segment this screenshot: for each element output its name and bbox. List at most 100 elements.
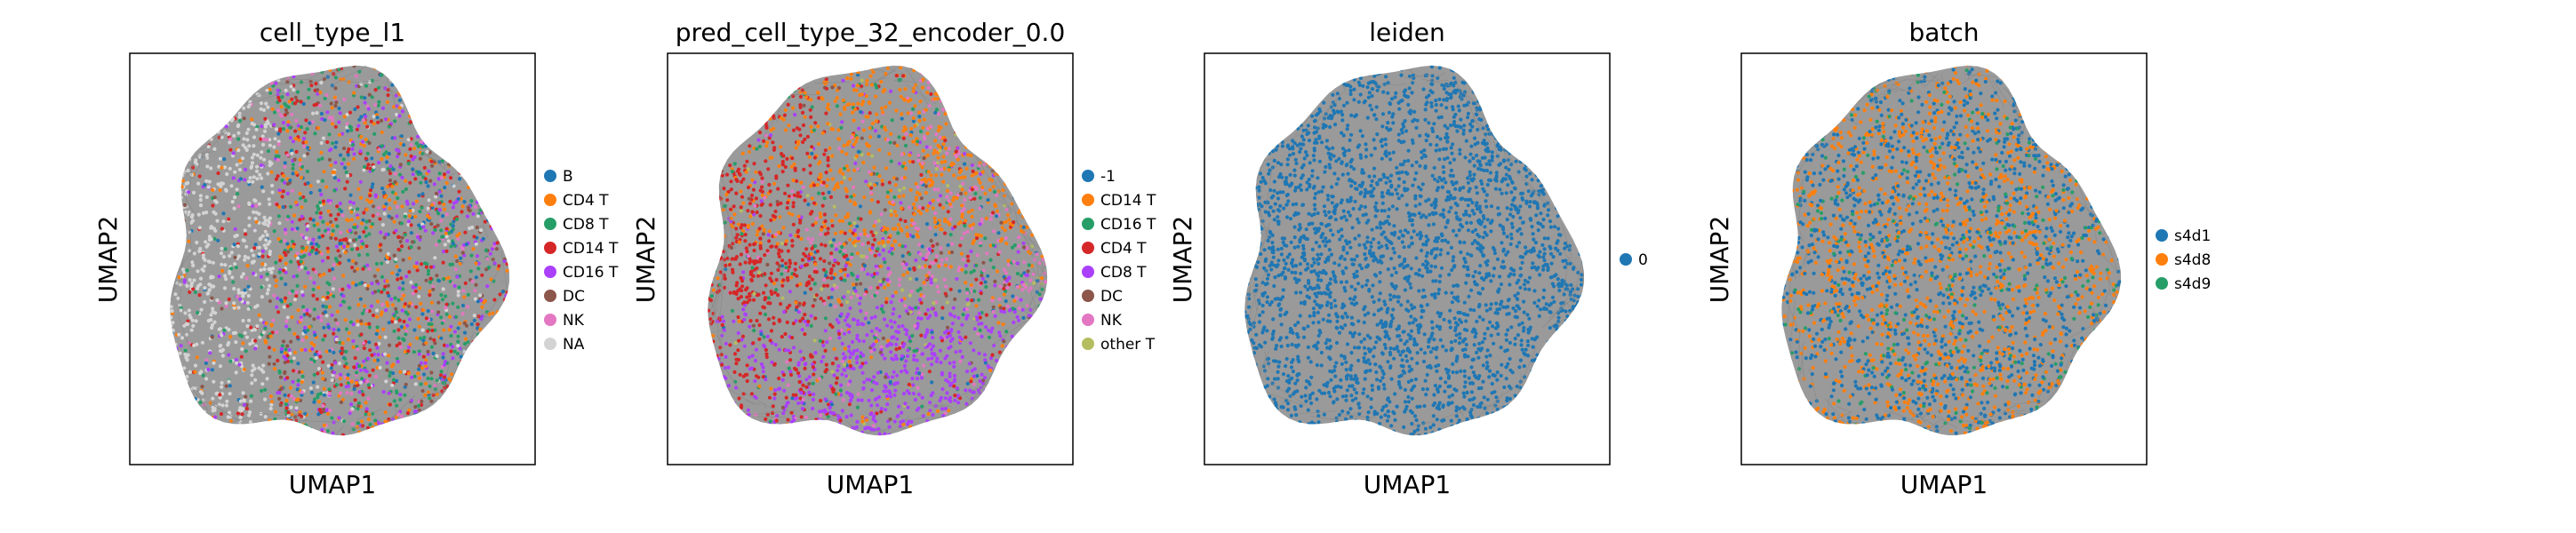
scatter-point <box>170 315 172 320</box>
scatter-point <box>330 416 334 420</box>
scatter-point <box>435 274 439 278</box>
scatter-point <box>812 155 818 160</box>
scatter-point <box>276 95 281 99</box>
scatter-point <box>938 398 942 403</box>
scatter-point <box>309 357 314 362</box>
scatter-point <box>824 362 828 367</box>
scatter-point <box>728 290 732 295</box>
scatter-point <box>787 348 791 353</box>
scatter-point <box>238 177 244 181</box>
scatter-point <box>212 361 216 365</box>
scatter-point <box>300 318 304 322</box>
scatter-point <box>925 131 930 136</box>
scatter-point <box>397 98 402 103</box>
scatter-point <box>228 410 232 415</box>
scatter-point <box>781 226 786 230</box>
scatter-point <box>862 264 868 268</box>
scatter-point <box>376 120 380 124</box>
scatter-point <box>416 316 420 322</box>
scatter-point <box>820 191 826 195</box>
scatter-point <box>420 402 424 407</box>
scatter-point <box>826 163 830 168</box>
scatter-point <box>928 226 932 230</box>
scatter-point <box>913 397 917 402</box>
scatter-point <box>993 283 997 288</box>
scatter-point <box>352 238 356 243</box>
scatter-point <box>361 139 365 144</box>
scatter-point <box>380 187 385 191</box>
scatter-point <box>416 144 420 148</box>
scatter-point <box>871 342 876 346</box>
scatter-point <box>303 266 308 271</box>
scatter-point <box>437 201 442 205</box>
scatter-point <box>427 169 431 173</box>
scatter-point <box>366 383 371 387</box>
scatter-point <box>253 378 258 382</box>
scatter-point <box>375 325 380 330</box>
scatter-point <box>284 104 289 108</box>
scatter-point <box>291 139 296 144</box>
scatter-point <box>300 214 304 219</box>
scatter-point <box>188 278 192 282</box>
scatter-point <box>418 210 422 214</box>
scatter-point <box>323 118 327 123</box>
scatter-point <box>865 83 869 87</box>
scatter-point <box>317 201 323 205</box>
scatter-point <box>332 350 336 354</box>
scatter-point <box>364 207 369 211</box>
scatter-point <box>363 121 367 125</box>
scatter-point <box>900 323 905 329</box>
scatter-point <box>368 348 372 353</box>
scatter-point <box>724 263 728 267</box>
scatter-point <box>228 166 232 171</box>
scatter-point <box>833 304 837 309</box>
scatter-point <box>789 275 794 280</box>
scatter-point <box>337 207 342 211</box>
scatter-point <box>810 196 814 201</box>
scatter-point <box>872 414 876 418</box>
scatter-point <box>476 214 480 219</box>
scatter-point <box>868 211 873 215</box>
scatter-point <box>426 213 430 218</box>
scatter-point <box>904 309 909 314</box>
scatter-point <box>332 331 336 336</box>
scatter-point <box>207 235 212 239</box>
scatter-point <box>884 375 888 379</box>
scatter-point <box>308 275 313 281</box>
scatter-point <box>300 249 304 253</box>
scatter-point <box>377 421 381 426</box>
scatter-point <box>417 376 421 380</box>
scatter-point <box>929 238 933 243</box>
scatter-point <box>424 341 428 346</box>
scatter-point <box>260 124 264 129</box>
scatter-point <box>778 386 782 391</box>
scatter-point <box>900 298 904 303</box>
scatter-point <box>196 181 201 186</box>
scatter-point <box>811 223 815 227</box>
scatter-point <box>334 100 339 105</box>
scatter-point <box>205 164 210 169</box>
scatter-point <box>965 381 970 386</box>
scatter-point <box>190 260 195 265</box>
scatter-point <box>984 325 988 330</box>
scatter-point <box>720 322 724 327</box>
scatter-point <box>774 176 779 180</box>
scatter-point <box>937 124 941 129</box>
scatter-point <box>727 262 732 267</box>
scatter-point <box>399 221 404 226</box>
scatter-point <box>968 341 972 346</box>
scatter-point <box>426 268 431 273</box>
scatter-point <box>865 255 869 259</box>
scatter-point <box>845 274 851 278</box>
scatter-point <box>333 361 338 365</box>
scatter-point <box>260 150 264 155</box>
scatter-point <box>744 288 748 292</box>
scatter-point <box>916 110 922 115</box>
scatter-point <box>292 157 297 162</box>
scatter-point <box>1020 307 1025 312</box>
scatter-point <box>375 299 380 304</box>
scatter-point <box>991 229 996 234</box>
scatter-point <box>262 243 267 248</box>
scatter-point <box>474 242 479 246</box>
scatter-point <box>291 379 295 384</box>
